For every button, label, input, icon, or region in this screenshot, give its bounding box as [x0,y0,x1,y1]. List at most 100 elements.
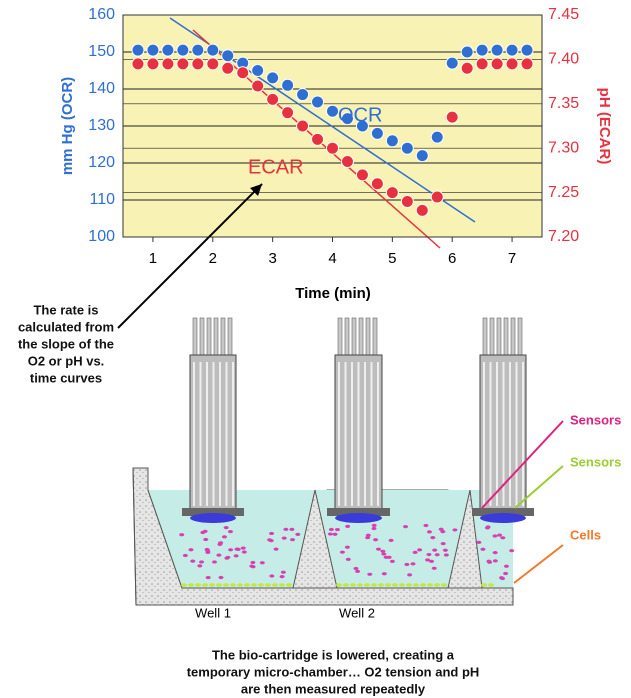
sensor-dot [442,548,448,552]
sensor-dot [443,553,449,557]
tube [489,317,495,359]
point [281,78,295,92]
sensor-dot [223,526,229,530]
annotation: OCR [338,104,382,126]
sensor-dot [250,560,256,565]
sensor-dot [388,538,394,542]
divider [292,489,483,589]
tube [337,317,343,359]
sensor-dot [373,538,379,542]
sensor-dot [503,571,509,576]
point [400,194,414,208]
point [206,57,220,71]
sensor-dot [203,537,209,542]
point [311,95,325,109]
sensor-dot [428,559,434,563]
sensor-dot [205,575,211,580]
point [311,132,325,146]
annotation: ECAR [248,156,304,178]
sensor-dot [440,541,446,546]
y-tick-label: 120 [88,154,115,171]
sensor-dot [365,533,371,537]
point [370,177,384,191]
point [251,79,265,93]
cell [481,583,487,587]
point [520,43,534,57]
point [131,57,145,71]
point [221,61,235,75]
sensor-dot [190,559,196,563]
cell [202,583,208,587]
note: the slope of the [18,336,114,351]
sensor-dot [407,573,413,577]
sensor-dot [205,549,211,553]
sensor-dot [295,532,301,536]
cell [258,583,264,587]
point [490,57,504,71]
y2-tick-label: 7.45 [548,6,579,23]
cell [251,583,257,587]
sensor-dot [425,558,431,562]
cell [488,583,494,587]
sensor-dot [485,525,491,529]
sensor [480,513,526,523]
sensor-dot [386,555,392,559]
sensor-dot [492,534,498,538]
point [355,119,369,133]
sensor-dot [273,547,279,551]
cell [209,583,215,587]
y2-tick-label: 7.20 [548,228,579,245]
cell [336,583,342,587]
y-tick-label: 110 [89,191,115,208]
sensor-dot [327,532,333,536]
sensor-dot [500,536,506,540]
point [505,43,519,57]
sensor-dot [376,547,382,551]
point [385,186,399,200]
tube [192,317,198,359]
tube [496,317,502,359]
sensor-dot [430,536,436,540]
point [445,110,459,124]
sensor-dot [380,549,386,553]
point [460,61,474,75]
label: Cells [570,527,601,542]
point [281,106,295,120]
tube [227,317,233,359]
tube [213,317,219,359]
cell [406,583,412,587]
y2-tick-label: 7.25 [548,184,579,201]
sensor-dot [290,538,296,542]
point [221,49,235,63]
sensor-dot [283,527,289,531]
point [296,88,310,102]
sensor-dot [381,572,387,576]
caption: temporary micro-chamber… O2 tension and … [187,664,480,679]
sensor-dot [188,548,194,552]
cell [279,583,285,587]
tube [517,317,523,359]
y-tick-label: 160 [88,6,115,23]
sensor-dot [389,559,395,564]
point [415,149,429,163]
sensor-dot [404,562,410,567]
point [161,43,175,57]
sensor-dot [224,556,230,560]
sensor-dot [281,536,287,540]
tube [358,317,364,359]
cell [272,583,278,587]
x-tick-label: 6 [448,250,456,267]
sensor-dot [328,527,334,532]
tube [503,317,509,359]
point [475,57,489,71]
cell [378,583,384,587]
sensor-dot [221,535,227,539]
cell [420,583,426,587]
cell [181,583,187,587]
tube [199,317,205,359]
sensor-dot [426,530,432,534]
y2-tick-label: 7.35 [548,95,579,112]
x-axis-label: Time (min) [295,285,371,302]
note: time curves [30,370,102,385]
